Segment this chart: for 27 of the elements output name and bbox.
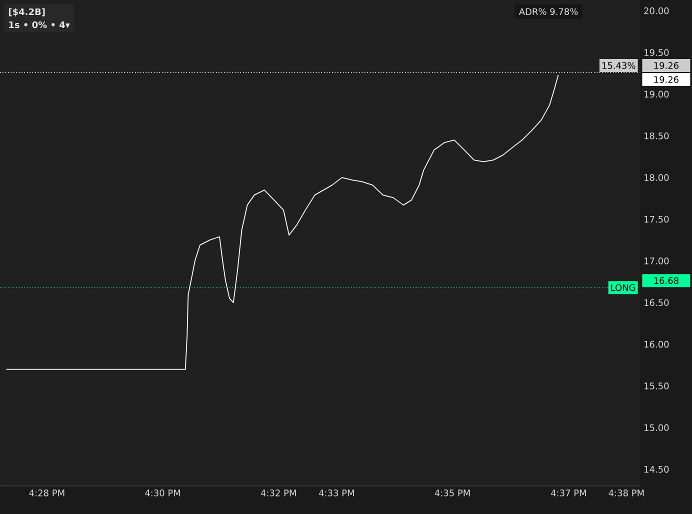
text: [$4.2B] [8,8,45,16]
text: 1s • 0% • 4▾ [9,21,70,28]
ref-line-label: 16.68 [654,277,678,284]
y-tick-label: 15.00 [644,424,669,432]
y-tick-label: 16.50 [644,299,669,306]
x-tick-label: 4:32 PM [260,490,296,496]
x-tick-label: 4:37 PM [551,490,586,496]
y-tick-label: 20.00 [644,7,669,14]
y-tick-label: 15.50 [644,382,669,390]
x-tick-label: 4:35 PM [434,490,470,496]
y-tick-label: 19.00 [644,90,669,98]
annotation: LONG [611,284,636,291]
annotation: 15.43% [602,62,636,69]
y-tick-label: 16.00 [644,340,669,348]
x-tick-label: 4:28 PM [29,490,64,496]
ref-line-label: 19.26 [654,76,679,83]
y-tick-label: 19.50 [644,49,669,56]
x-tick-label: 4:33 PM [319,490,354,496]
y-tick-label: 18.50 [644,132,669,140]
y-tick-label: 17.00 [644,258,669,264]
y-tick-label: 14.50 [644,466,669,473]
annotation: ADR% 9.78% [518,8,578,15]
ref-line-label: 19.26 [654,62,679,69]
y-tick-label: 17.50 [644,216,669,223]
x-tick-label: 4:38 PM [608,490,644,496]
y-tick-label: 18.00 [644,174,669,181]
x-tick-label: 4:30 PM [145,490,180,496]
